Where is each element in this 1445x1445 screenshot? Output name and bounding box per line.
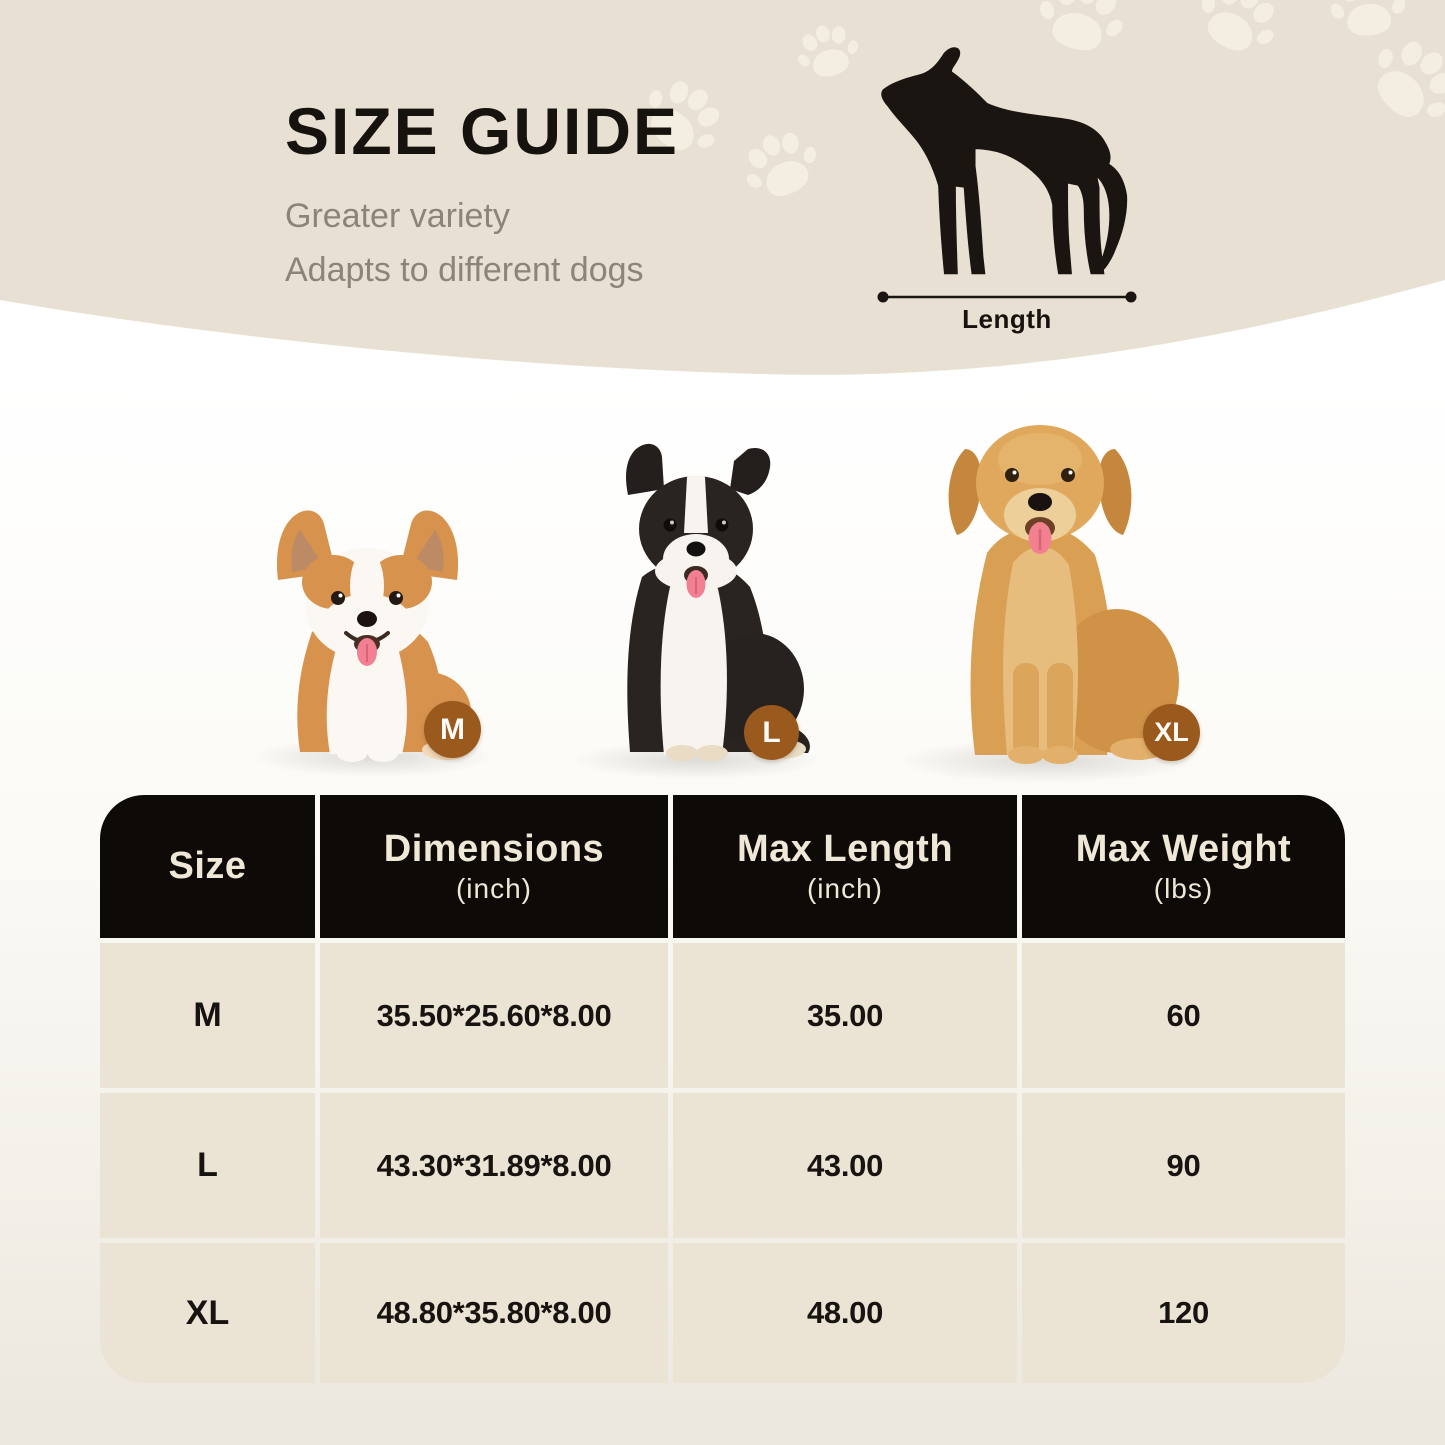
table-cell-size: XL — [100, 1243, 315, 1383]
table-header-dimensions: Dimensions (inch) — [320, 795, 668, 938]
header-label: Max Weight — [1075, 827, 1292, 870]
size-badge-m: M — [424, 701, 481, 758]
table-cell-max-weight: 120 — [1022, 1243, 1345, 1383]
table-cell-dimensions: 48.80*35.80*8.00 — [320, 1243, 668, 1383]
table-header-max-weight: Max Weight (lbs) — [1022, 795, 1345, 938]
table-header-size: Size — [100, 795, 315, 938]
golden-retriever-photo — [948, 425, 1187, 764]
table-cell-max-weight: 60 — [1022, 943, 1345, 1088]
size-badge-xl: XL — [1143, 704, 1200, 761]
size-table: Size Dimensions (inch) Max Length (inch)… — [100, 795, 1345, 1383]
header-label: Dimensions — [383, 827, 605, 870]
table-cell-max-length: 48.00 — [673, 1243, 1017, 1383]
size-badge-l: L — [744, 705, 799, 760]
length-measure-line — [877, 291, 1137, 303]
beige-header-panel — [0, 0, 1445, 375]
header-unit: (inch) — [455, 872, 532, 904]
subtitle-block: Greater variety Adapts to different dogs — [285, 190, 679, 297]
subtitle-line1: Greater variety — [285, 197, 510, 235]
header-unit: (lbs) — [1153, 872, 1214, 904]
table-cell-max-length: 43.00 — [673, 1093, 1017, 1238]
heading-block: SIZE GUIDE Greater variety Adapts to dif… — [285, 98, 679, 297]
table-cell-size: M — [100, 943, 315, 1088]
header-label: Max Length — [736, 827, 954, 870]
table-cell-size: L — [100, 1093, 315, 1238]
dog-silhouette-icon — [881, 47, 1128, 275]
table-cell-max-weight: 90 — [1022, 1093, 1345, 1238]
page-title: SIZE GUIDE — [285, 94, 680, 168]
table-header-max-length: Max Length (inch) — [673, 795, 1017, 938]
table-cell-max-length: 35.00 — [673, 943, 1017, 1088]
length-label: Length — [962, 304, 1052, 334]
table-cell-dimensions: 35.50*25.60*8.00 — [320, 943, 668, 1088]
header-unit: (inch) — [806, 872, 883, 904]
subtitle-line2: Adapts to different dogs — [285, 250, 644, 289]
header-label: Size — [168, 844, 247, 887]
table-cell-dimensions: 43.30*31.89*8.00 — [320, 1093, 668, 1238]
